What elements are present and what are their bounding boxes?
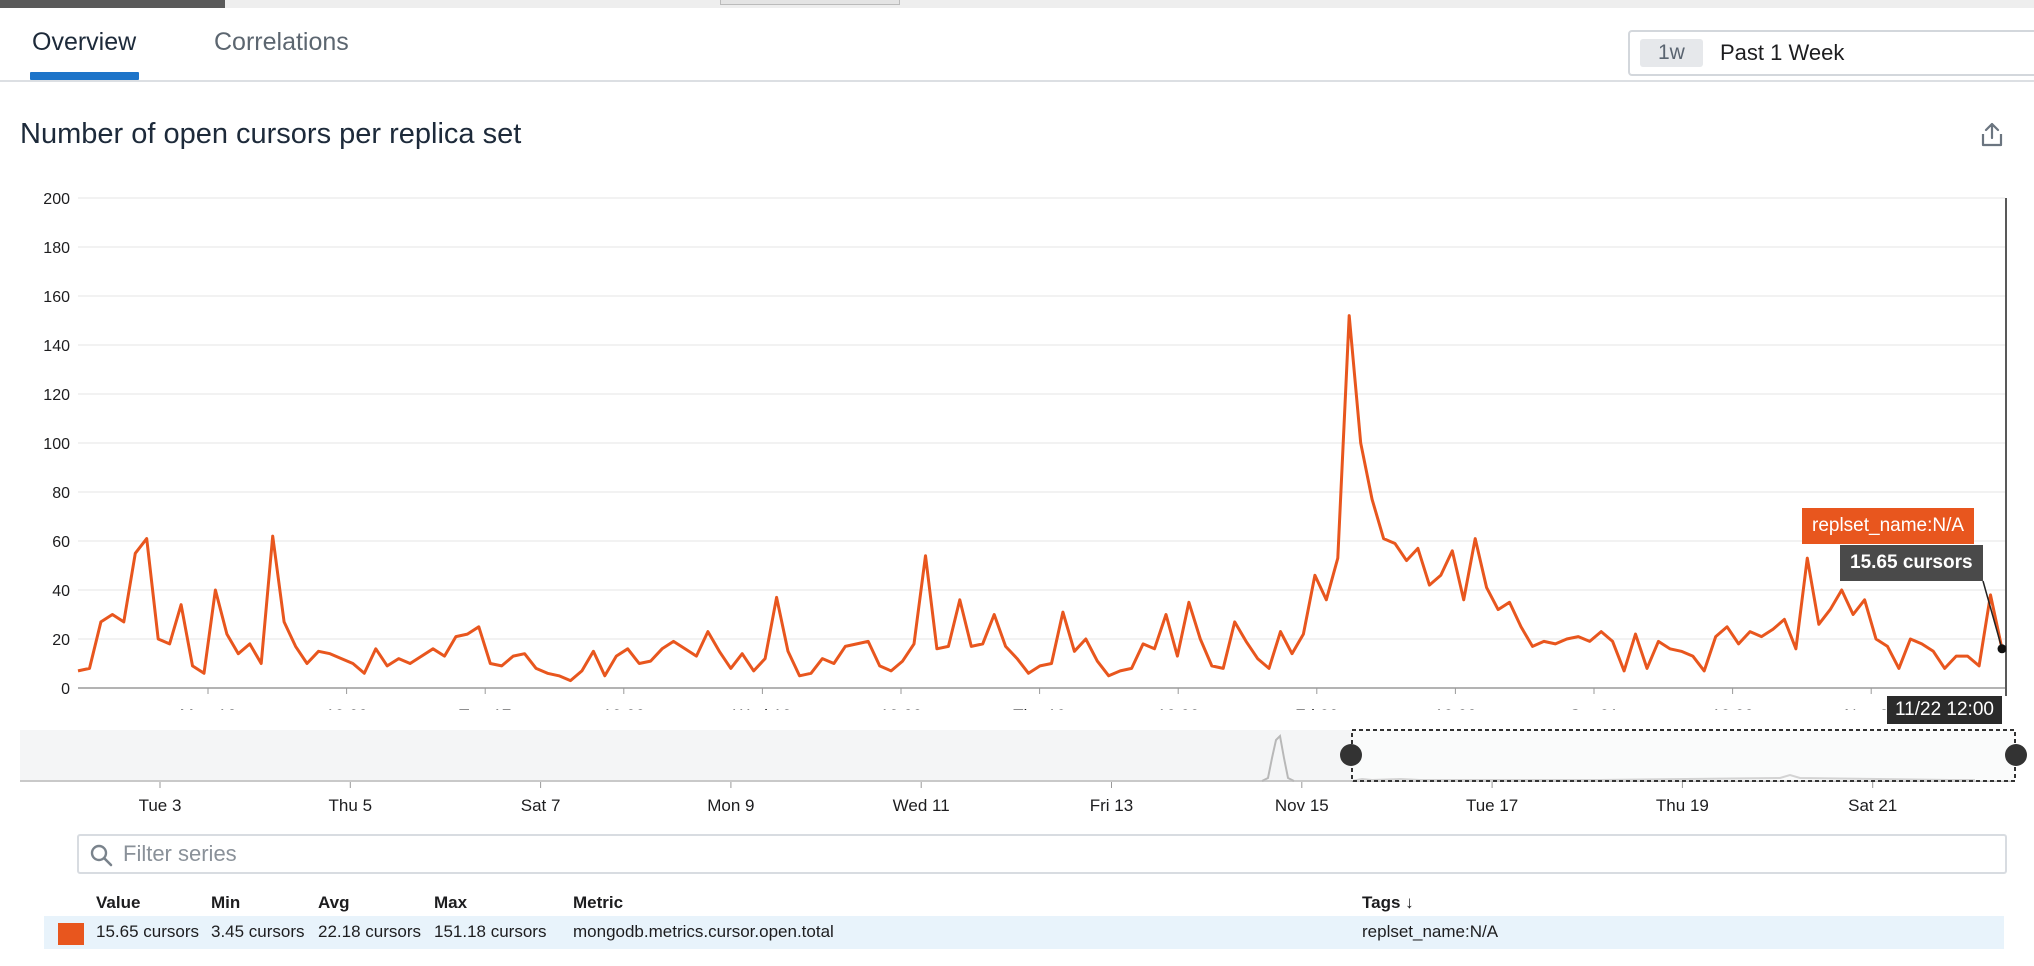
overview-tick-label: Sat 21 [1848, 796, 1897, 815]
hover-point [1997, 644, 2007, 654]
y-tick-label: 120 [43, 387, 70, 404]
tooltip-series-tag: replset_name:N/A [1802, 508, 1975, 544]
overview-right-handle[interactable] [2005, 744, 2027, 766]
y-grid [78, 197, 2005, 689]
x-tick-label: 12:00 [1157, 706, 1200, 710]
legend-header-min[interactable]: Min [211, 893, 241, 912]
legend-header-tags[interactable]: Tags ↓ [1362, 893, 1414, 912]
legend-tags: replset_name:N/A [1362, 922, 1499, 941]
time-range-badge: 1w [1640, 39, 1703, 67]
x-tick-label: Thu 19 [1013, 706, 1066, 710]
time-range-picker[interactable]: 1w Past 1 Week [1628, 30, 2034, 76]
timeseries-chart[interactable]: 0 20 40 60 80 100 120 140 160 180 200 Mon 16 12:00 T… [0, 180, 2034, 710]
x-axis-labels: Mon 16 12:00 Tue 17 12:00 Wed 18 12:00 Thu 19 1… [180, 688, 1898, 710]
x-tick-label: Mon 16 [180, 706, 237, 710]
series-layer [77, 314, 2004, 683]
x-tick-label: 12:00 [880, 706, 923, 710]
overview-tick-label: Nov 15 [1275, 796, 1329, 815]
browser-tab-edge [720, 0, 900, 5]
x-tick-label: Tue 17 [459, 706, 511, 710]
x-tick-label: Wed 18 [733, 706, 791, 710]
x-tick-label: 12:00 [603, 706, 646, 710]
tab-correlations[interactable]: Correlations [214, 28, 349, 56]
legend-min: 3.45 cursors [211, 922, 305, 941]
tooltip-pointer [1982, 580, 2003, 650]
x-tick-label: Nov 22 [1844, 706, 1898, 710]
overview-navigator[interactable]: Tue 3 Thu 5 Sat 7 Mon 9 Wed 11 Fri 13 Nov 15 Tu… [0, 728, 2034, 828]
tab-overview[interactable]: Overview [32, 28, 137, 56]
tab-bar: Overview Correlations 1w Past 1 Week [0, 8, 2034, 82]
x-tick-label: 12:00 [1711, 706, 1754, 710]
overview-tick-label: Mon 9 [707, 796, 754, 815]
x-tick-label: 12:00 [325, 706, 368, 710]
y-tick-label: 200 [43, 191, 70, 208]
legend-header-metric[interactable]: Metric [573, 893, 624, 912]
y-tick-label: 180 [43, 240, 70, 257]
y-tick-label: 20 [52, 632, 70, 649]
y-tick-label: 40 [52, 583, 70, 600]
overview-tick-label: Thu 19 [1656, 796, 1709, 815]
overview-tick-label: Tue 17 [1466, 796, 1518, 815]
legend-metric: mongodb.metrics.cursor.open.total [573, 922, 834, 941]
cursor-layer [1982, 198, 2007, 696]
legend-header-max[interactable]: Max [434, 893, 468, 912]
share-export-icon[interactable] [1978, 121, 2006, 149]
overview-tick-label: Wed 11 [893, 796, 950, 815]
x-tick-label: Sat 21 [1569, 706, 1618, 710]
overview-x-labels: Tue 3 Thu 5 Sat 7 Mon 9 Wed 11 Fri 13 Nov 15 Tu… [139, 782, 1897, 815]
legend-header-avg[interactable]: Avg [318, 893, 350, 912]
series-color-swatch [58, 923, 84, 945]
active-tab-indicator [30, 72, 139, 80]
chart-title: Number of open cursors per replica set [20, 118, 522, 150]
filter-series-input[interactable] [123, 840, 1983, 868]
y-axis-labels: 0 20 40 60 80 100 120 140 160 180 200 [43, 191, 70, 698]
y-tick-label: 160 [43, 289, 70, 306]
overview-tick-label: Tue 3 [139, 796, 182, 815]
y-tick-label: 0 [61, 681, 70, 698]
legend-header-value[interactable]: Value [96, 893, 141, 912]
browser-tab-strip [225, 0, 2034, 8]
series-line[interactable] [77, 314, 2004, 683]
time-range-label: Past 1 Week [1720, 40, 1845, 65]
overview-selection-window[interactable] [1351, 729, 2016, 782]
overview-spike [1261, 733, 1295, 782]
x-tick-label: 12:00 [1434, 706, 1477, 710]
y-tick-label: 140 [43, 338, 70, 355]
legend-value: 15.65 cursors [96, 922, 199, 941]
browser-top-strip [0, 0, 2034, 8]
search-icon [90, 844, 113, 867]
x-tick-label: Fri 20 [1295, 706, 1338, 710]
filter-series-box[interactable] [77, 834, 2007, 874]
overview-left-handle[interactable] [1340, 744, 1362, 766]
y-tick-label: 100 [43, 436, 70, 453]
overview-tick-label: Sat 7 [521, 796, 561, 815]
overview-tick-label: Fri 13 [1090, 796, 1133, 815]
cursor-time-label: 11/22 12:00 [1887, 696, 2002, 724]
overview-tick-label: Thu 5 [329, 796, 372, 815]
legend-avg: 22.18 cursors [318, 922, 421, 941]
y-tick-label: 60 [52, 534, 70, 551]
legend-max: 151.18 cursors [434, 922, 547, 941]
y-tick-label: 80 [52, 485, 70, 502]
tooltip-value: 15.65 cursors [1840, 545, 1983, 581]
legend-row[interactable]: 15.65 cursors 3.45 cursors 22.18 cursors… [44, 916, 2004, 949]
